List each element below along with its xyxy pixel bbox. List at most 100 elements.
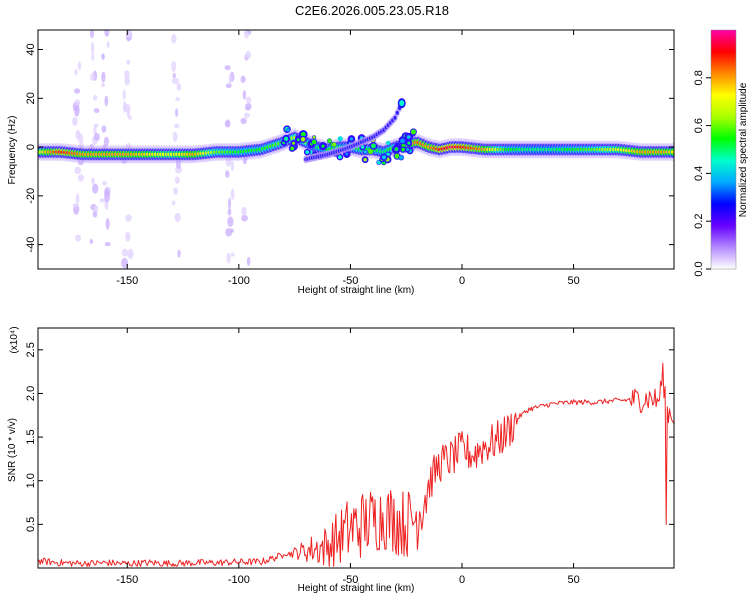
- noise-mark: [241, 206, 247, 216]
- spectrogram-frame: [37, 29, 675, 270]
- noise-mark: [90, 177, 95, 185]
- noise-mark: [175, 165, 182, 174]
- scatter-blob-core: [305, 150, 310, 155]
- spectrogram-x-ticks: -150 -100 -50 0 50: [116, 30, 580, 287]
- noise-mark: [74, 68, 78, 76]
- snr-x-ticks: -150 -100 -50 0 50: [116, 328, 580, 586]
- y-tick-label: -40: [25, 237, 37, 253]
- noise-mark: [89, 30, 94, 39]
- x-tick-label: -100: [228, 574, 250, 586]
- noise-mark: [106, 40, 110, 49]
- scatter-blob-core: [290, 146, 295, 151]
- spectrogram-y-ticks: 40 20 0 -20 -40: [25, 43, 674, 253]
- x-tick-label: -100: [228, 275, 250, 287]
- snr-y-ticks: 0.5 1.0 1.5 2.0 2.5: [25, 342, 674, 532]
- noise-mark: [245, 96, 252, 104]
- scatter-blob-core: [312, 135, 316, 139]
- y-tick-label: 2.5: [25, 342, 37, 357]
- noise-mark: [75, 234, 81, 242]
- noise-mark: [176, 83, 182, 91]
- y-tick-label: -20: [25, 188, 37, 204]
- noise-mark: [90, 42, 95, 54]
- scatter-blob-core: [360, 145, 365, 149]
- noise-mark: [121, 248, 129, 257]
- colorbar-gradient: [711, 30, 736, 269]
- scatter-blob-core: [394, 153, 400, 159]
- noise-mark: [122, 100, 127, 113]
- noise-mark: [172, 72, 176, 79]
- noise-mark: [124, 76, 131, 86]
- branch-core: [393, 115, 397, 120]
- noise-mark: [124, 70, 130, 80]
- scatter-blob-core: [311, 139, 317, 145]
- noise-mark: [72, 203, 79, 208]
- scatter-blob-core: [400, 138, 406, 144]
- scatter-blob-core: [381, 155, 387, 160]
- x-tick-label: -150: [116, 574, 138, 586]
- noise-mark: [75, 193, 80, 204]
- scatter-blob-core: [363, 157, 367, 162]
- noise-mark: [244, 30, 249, 39]
- scatter-blob-core: [407, 141, 411, 145]
- noise-mark: [228, 73, 232, 85]
- noise-mark: [230, 161, 235, 172]
- scatter-blob-core: [300, 132, 306, 137]
- y-tick-label: 40: [25, 43, 37, 55]
- colorbar-tick-label: 0.6: [693, 118, 705, 133]
- noise-mark: [174, 212, 181, 223]
- scatter-blob-core: [284, 136, 289, 141]
- y-tick-label: 2.0: [25, 386, 37, 401]
- noise-mark: [171, 77, 179, 85]
- noise-mark: [101, 125, 107, 133]
- scatter-blob-core: [300, 137, 306, 142]
- noise-mark: [240, 75, 246, 83]
- noise-mark: [241, 214, 248, 222]
- noise-mark: [121, 257, 129, 269]
- noise-mark: [103, 136, 110, 147]
- noise-mark: [105, 218, 110, 230]
- noise-mark: [240, 117, 247, 125]
- colorbar: 0.0 0.2 0.4 0.6 0.8 Normalized spectral ampl…: [693, 29, 749, 277]
- scatter-blob-core: [327, 138, 332, 143]
- noise-mark: [104, 30, 110, 37]
- spectrogram-heatmap: [38, 30, 674, 269]
- scatter-blob-core: [376, 160, 381, 165]
- noise-mark: [122, 89, 126, 100]
- noise-mark: [227, 197, 232, 210]
- colorbar-tick-label: 0.4: [693, 166, 705, 181]
- noise-mark: [171, 60, 177, 73]
- scatter-blob-core: [386, 141, 391, 146]
- scatter-blob-core: [370, 143, 376, 149]
- noise-mark: [225, 119, 231, 128]
- noise-mark: [175, 108, 179, 117]
- noise-mark: [227, 216, 234, 228]
- noise-mark: [225, 227, 233, 237]
- noise-mark: [92, 210, 98, 218]
- noise-mark: [173, 123, 180, 129]
- noise-mark: [171, 200, 176, 206]
- snr-y-axis-label: SNR (10 * v/v): [7, 418, 18, 482]
- scatter-blob-core: [401, 147, 405, 152]
- noise-mark: [127, 248, 134, 260]
- x-tick-label: -50: [342, 574, 358, 586]
- snr-y-multiplier: (x10⁴): [9, 326, 20, 353]
- y-tick-label: 1.0: [25, 473, 37, 488]
- noise-mark: [225, 170, 230, 178]
- noise-mark: [101, 82, 105, 88]
- noise-mark: [94, 132, 100, 142]
- noise-mark: [243, 112, 250, 119]
- noise-mark: [104, 190, 111, 203]
- noise-mark: [73, 88, 81, 94]
- noise-mark: [94, 123, 99, 128]
- noise-mark: [89, 238, 94, 244]
- noise-mark: [75, 129, 81, 140]
- noise-mark: [126, 59, 131, 66]
- scatter-blob-core: [292, 141, 296, 145]
- snr-frame: [37, 327, 675, 569]
- scatter-blob-core: [386, 152, 390, 157]
- spectrogram-x-axis-label: Height of straight line (km): [298, 285, 415, 296]
- colorbar-label: Normalized spectral amplitude: [738, 82, 749, 217]
- noise-mark: [91, 51, 95, 61]
- scatter-blob-core: [363, 150, 368, 154]
